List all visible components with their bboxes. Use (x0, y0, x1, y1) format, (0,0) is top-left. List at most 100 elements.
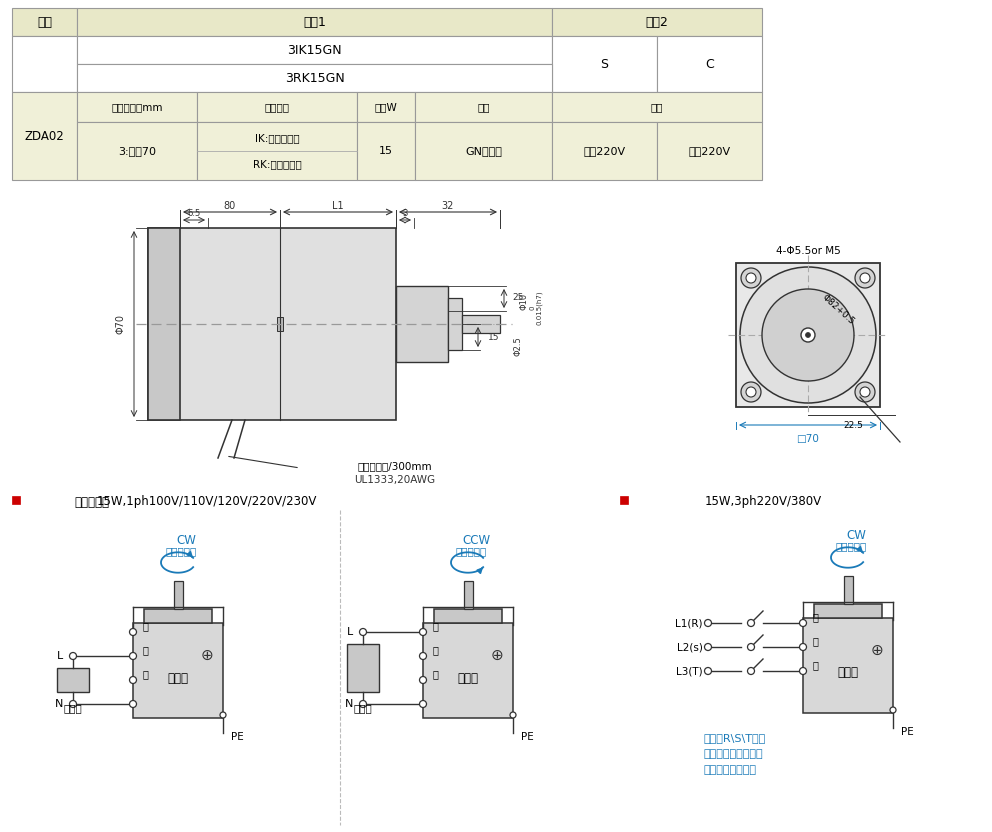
Bar (148, 228, 180, 420)
Bar (197, 92, 357, 122)
Text: 电动机: 电动机 (168, 671, 188, 685)
Circle shape (69, 701, 76, 707)
Text: 4-Φ5.5or M5: 4-Φ5.5or M5 (776, 246, 840, 256)
Circle shape (220, 712, 226, 718)
Text: GN型齿轴: GN型齿轴 (465, 146, 502, 156)
Text: 3: 3 (403, 209, 408, 217)
Text: 规格2: 规格2 (646, 16, 669, 28)
Text: Φ10: Φ10 (520, 292, 529, 310)
Text: 电动机: 电动机 (837, 666, 858, 680)
Bar (552, 8, 762, 36)
Bar (463, 581, 472, 608)
Text: 单相220V: 单相220V (688, 146, 730, 156)
Circle shape (359, 628, 366, 636)
Circle shape (420, 628, 427, 636)
Text: 3:表示70: 3:表示70 (118, 146, 156, 156)
Bar (12, 92, 77, 180)
Text: 15W,3ph220V/380V: 15W,3ph220V/380V (705, 496, 822, 508)
Circle shape (704, 620, 711, 626)
Text: 逆时针方向运转。: 逆时针方向运转。 (703, 765, 756, 775)
Bar (423, 622, 513, 717)
Circle shape (130, 652, 137, 660)
Text: 三相220V: 三相220V (583, 146, 626, 156)
Bar (552, 92, 762, 122)
Text: 若对换R\S\T中任: 若对换R\S\T中任 (703, 733, 765, 743)
Text: IK:感应电动机: IK:感应电动机 (255, 133, 300, 143)
Text: 类型名称: 类型名称 (265, 102, 290, 112)
Bar (434, 608, 502, 622)
Text: PE: PE (231, 732, 244, 742)
Text: 6.5: 6.5 (187, 209, 200, 217)
Circle shape (762, 289, 854, 381)
Bar (843, 576, 852, 603)
Circle shape (420, 652, 427, 660)
Circle shape (748, 667, 755, 675)
Bar (462, 315, 500, 333)
Bar (803, 617, 893, 712)
Circle shape (800, 620, 806, 626)
Text: ZDA02: ZDA02 (25, 130, 64, 142)
Text: 电动机导线/300mm: 电动机导线/300mm (358, 461, 433, 471)
Text: L2(s): L2(s) (678, 642, 703, 652)
Text: 15W,1ph100V/110V/120V/220V/230V: 15W,1ph100V/110V/120V/220V/230V (97, 496, 317, 508)
Bar (12, 496, 20, 504)
Circle shape (855, 268, 875, 288)
Text: 15: 15 (488, 333, 500, 341)
Text: 黑: 黑 (813, 612, 818, 622)
Bar (197, 122, 357, 180)
Text: 80: 80 (224, 201, 236, 211)
Text: L3(T): L3(T) (677, 666, 703, 676)
Bar (736, 263, 880, 407)
Text: ⊕: ⊕ (491, 647, 503, 662)
Text: ⊕: ⊕ (871, 642, 883, 657)
Bar (415, 122, 552, 180)
Text: RK:可逆电动机: RK:可逆电动机 (253, 160, 302, 170)
Bar (357, 92, 415, 122)
Text: 白: 白 (813, 660, 818, 670)
Bar (77, 36, 552, 64)
Text: 意二条，电动机会作: 意二条，电动机会作 (703, 749, 763, 759)
Text: UL1333,20AWG: UL1333,20AWG (354, 475, 435, 485)
Text: 电容器: 电容器 (353, 703, 372, 713)
Circle shape (801, 328, 815, 342)
Text: 蓝: 蓝 (813, 636, 818, 646)
Text: L: L (347, 627, 353, 637)
Bar (77, 122, 197, 180)
Text: 电动机: 电动机 (457, 671, 478, 685)
Bar (814, 603, 882, 617)
Text: L1: L1 (332, 201, 344, 211)
Text: 白: 白 (433, 645, 438, 655)
Text: 轴类: 轴类 (477, 102, 490, 112)
Circle shape (806, 333, 810, 338)
Circle shape (748, 620, 755, 626)
Circle shape (800, 643, 806, 651)
Bar (620, 496, 628, 504)
Text: 代码: 代码 (37, 16, 52, 28)
Text: 接线示意图: 接线示意图 (74, 496, 109, 508)
Circle shape (704, 643, 711, 651)
Text: 蓝: 蓝 (143, 621, 149, 631)
Bar (552, 122, 657, 180)
Circle shape (800, 667, 806, 675)
Bar (133, 622, 223, 717)
Bar (77, 92, 197, 122)
Bar (12, 8, 77, 36)
Circle shape (69, 652, 76, 660)
Circle shape (860, 273, 870, 283)
Text: 3RK15GN: 3RK15GN (285, 72, 344, 85)
Text: 电压: 电压 (651, 102, 664, 112)
Bar (657, 122, 762, 180)
Text: 25: 25 (512, 294, 524, 303)
Text: PE: PE (521, 732, 534, 742)
Circle shape (746, 387, 756, 397)
Circle shape (704, 667, 711, 675)
Circle shape (741, 268, 761, 288)
Circle shape (510, 712, 516, 718)
Bar (148, 228, 396, 420)
Bar (448, 298, 462, 350)
Bar (552, 36, 657, 92)
Bar (12, 36, 77, 92)
Bar (657, 36, 762, 92)
Text: 规格1: 规格1 (304, 16, 326, 28)
Text: C: C (705, 57, 714, 71)
